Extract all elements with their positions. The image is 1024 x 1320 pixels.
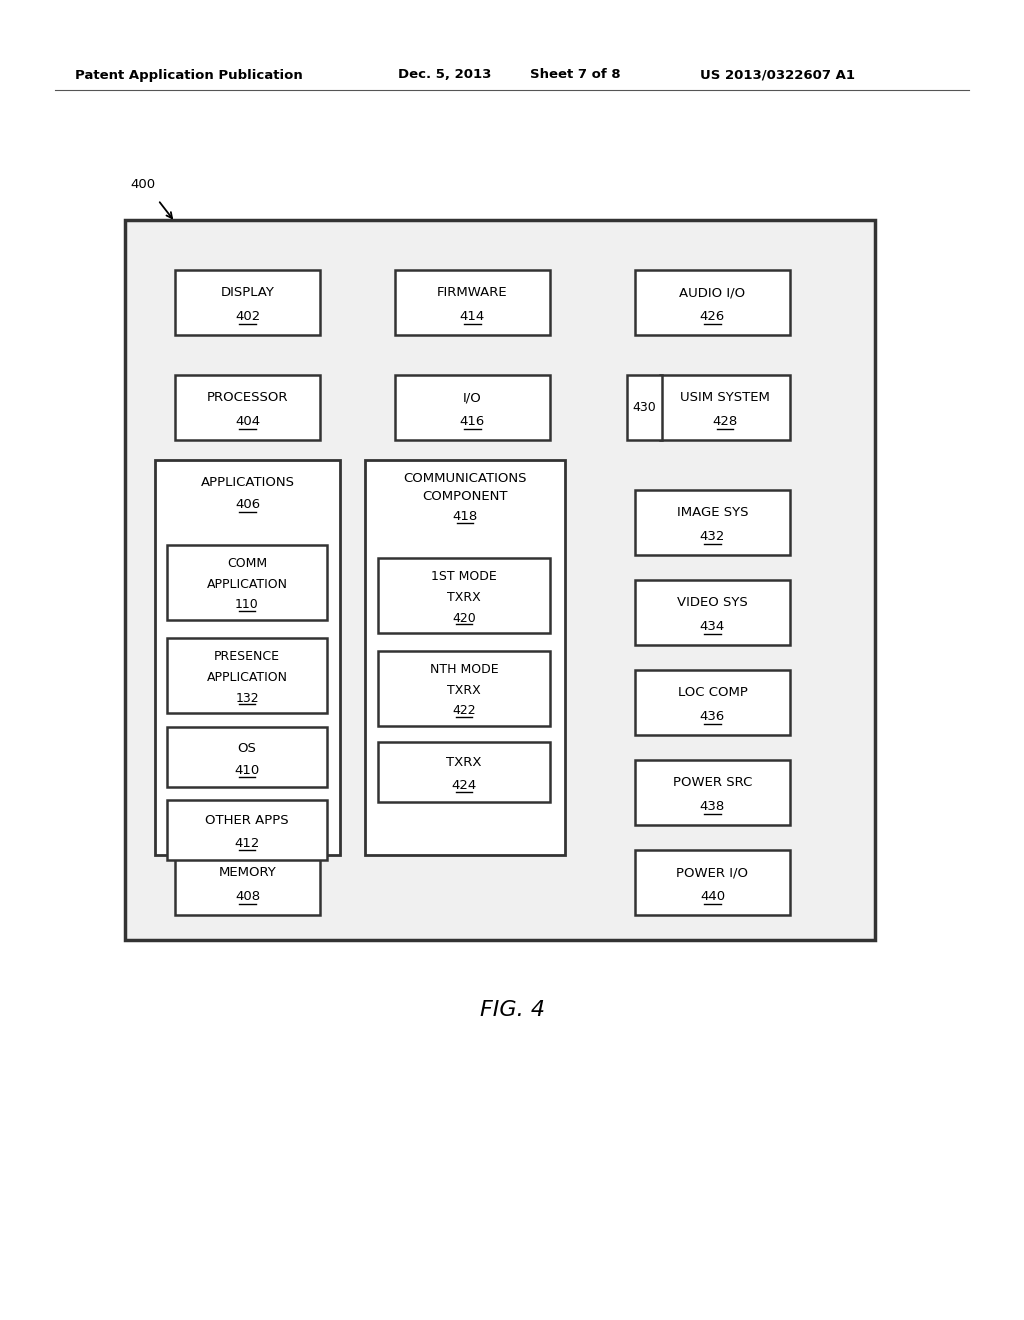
- Text: Sheet 7 of 8: Sheet 7 of 8: [530, 69, 621, 82]
- Text: IMAGE SYS: IMAGE SYS: [677, 507, 749, 519]
- Text: 404: 404: [234, 416, 260, 428]
- Text: 422: 422: [453, 705, 476, 718]
- Text: 416: 416: [460, 416, 485, 428]
- Text: 406: 406: [234, 499, 260, 511]
- Text: APPLICATION: APPLICATION: [207, 672, 288, 684]
- Bar: [635, 271, 790, 335]
- Text: DISPLAY: DISPLAY: [220, 286, 274, 300]
- Text: 408: 408: [234, 890, 260, 903]
- Bar: [175, 850, 319, 915]
- Bar: [635, 760, 790, 825]
- Text: LOC COMP: LOC COMP: [678, 686, 748, 700]
- Bar: [378, 558, 550, 634]
- Text: 402: 402: [234, 310, 260, 323]
- Bar: [155, 459, 340, 855]
- Text: APPLICATIONS: APPLICATIONS: [201, 475, 295, 488]
- Text: 410: 410: [234, 764, 260, 776]
- Text: I/O: I/O: [463, 391, 482, 404]
- Text: COMM: COMM: [227, 557, 267, 570]
- Text: OTHER APPS: OTHER APPS: [205, 814, 289, 828]
- Text: 400: 400: [130, 178, 155, 191]
- Text: VIDEO SYS: VIDEO SYS: [677, 597, 748, 610]
- Bar: [395, 271, 550, 335]
- Text: 430: 430: [633, 401, 656, 414]
- Text: POWER I/O: POWER I/O: [677, 866, 749, 879]
- Bar: [660, 375, 790, 440]
- Text: 424: 424: [452, 779, 476, 792]
- Text: USIM SYSTEM: USIM SYSTEM: [680, 391, 770, 404]
- Text: 132: 132: [236, 692, 259, 705]
- Text: NTH MODE: NTH MODE: [430, 663, 499, 676]
- Bar: [167, 638, 327, 713]
- Text: FIRMWARE: FIRMWARE: [437, 286, 508, 300]
- Text: 438: 438: [699, 800, 725, 813]
- Bar: [175, 375, 319, 440]
- Text: 428: 428: [713, 416, 737, 428]
- Bar: [395, 375, 550, 440]
- Bar: [378, 651, 550, 726]
- Text: 420: 420: [453, 611, 476, 624]
- Bar: [365, 459, 565, 855]
- Text: 1ST MODE: 1ST MODE: [431, 570, 497, 583]
- Text: 440: 440: [700, 890, 725, 903]
- Text: TXRX: TXRX: [447, 591, 481, 605]
- Bar: [627, 375, 662, 440]
- Text: 414: 414: [460, 310, 485, 323]
- Text: APPLICATION: APPLICATION: [207, 578, 288, 591]
- Bar: [175, 271, 319, 335]
- Text: Dec. 5, 2013: Dec. 5, 2013: [398, 69, 492, 82]
- Text: 434: 434: [699, 620, 725, 634]
- Text: 412: 412: [234, 837, 260, 850]
- Text: US 2013/0322607 A1: US 2013/0322607 A1: [700, 69, 855, 82]
- Text: OS: OS: [238, 742, 256, 755]
- Bar: [635, 579, 790, 645]
- Bar: [635, 671, 790, 735]
- Text: COMMUNICATIONS: COMMUNICATIONS: [403, 471, 526, 484]
- Text: 110: 110: [236, 598, 259, 611]
- Bar: [635, 850, 790, 915]
- Text: COMPONENT: COMPONENT: [422, 491, 508, 503]
- Text: TXRX: TXRX: [446, 756, 481, 770]
- Text: PRESENCE: PRESENCE: [214, 651, 280, 663]
- Text: 436: 436: [699, 710, 725, 723]
- Text: MEMORY: MEMORY: [219, 866, 276, 879]
- Text: 432: 432: [699, 531, 725, 544]
- Text: POWER SRC: POWER SRC: [673, 776, 753, 789]
- Text: Patent Application Publication: Patent Application Publication: [75, 69, 303, 82]
- Bar: [635, 490, 790, 554]
- Text: 426: 426: [699, 310, 725, 323]
- Bar: [167, 545, 327, 620]
- Text: PROCESSOR: PROCESSOR: [207, 391, 288, 404]
- Text: AUDIO I/O: AUDIO I/O: [680, 286, 745, 300]
- Bar: [378, 742, 550, 803]
- Text: FIG. 4: FIG. 4: [479, 1001, 545, 1020]
- Bar: [167, 727, 327, 787]
- Bar: [125, 220, 874, 940]
- Text: TXRX: TXRX: [447, 684, 481, 697]
- Bar: [167, 800, 327, 861]
- Text: 418: 418: [453, 510, 477, 523]
